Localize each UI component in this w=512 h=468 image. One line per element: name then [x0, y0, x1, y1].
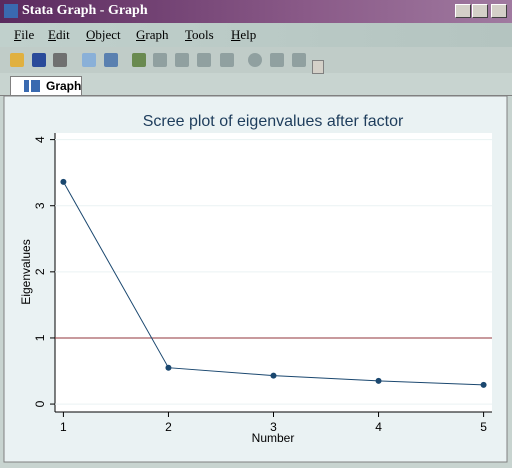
undo-icon[interactable] [197, 53, 211, 67]
record-icon[interactable] [248, 53, 262, 67]
marker [60, 178, 67, 185]
plot-region [55, 133, 492, 412]
x-tick-label: 5 [480, 420, 487, 434]
x-tick-label: 3 [270, 420, 277, 434]
marker [165, 364, 172, 371]
play-icon[interactable] [292, 53, 306, 67]
y-tick-label: 3 [33, 202, 47, 209]
x-tick-label: 2 [165, 420, 172, 434]
tool-icon[interactable] [153, 53, 167, 67]
y-tick-label: 4 [33, 136, 47, 143]
window-title: Stata Graph - Graph [22, 3, 148, 18]
toolbar-dropdown[interactable] [312, 60, 324, 74]
tab-label[interactable]: Graph [46, 79, 82, 93]
menu-bar [0, 23, 512, 47]
chart-title: Scree plot of eigenvalues after factor [143, 113, 404, 130]
pause-icon[interactable] [270, 53, 284, 67]
menu-item[interactable]: Object [86, 27, 121, 42]
y-tick-label: 2 [33, 268, 47, 275]
tool-icon[interactable] [175, 53, 189, 67]
print-icon[interactable] [53, 53, 67, 67]
menu-item[interactable]: File [14, 27, 35, 42]
y-tick-label: 1 [33, 334, 47, 341]
title-bar [0, 0, 512, 23]
maximize-button[interactable] [472, 4, 488, 18]
x-axis-title: Number [252, 431, 295, 445]
y-axis-title: Eigenvalues [19, 239, 33, 304]
editor-icon[interactable] [132, 53, 146, 67]
paste-icon[interactable] [104, 53, 118, 67]
menu-item[interactable]: Tools [185, 27, 214, 42]
x-tick-label: 1 [60, 420, 67, 434]
copy-icon[interactable] [82, 53, 96, 67]
open-icon[interactable] [10, 53, 24, 67]
tab-icon [24, 80, 40, 92]
marker [270, 372, 277, 379]
minimize-button[interactable] [455, 4, 471, 18]
save-icon[interactable] [32, 53, 46, 67]
marker [375, 377, 382, 384]
close-button[interactable] [491, 4, 507, 18]
menu-item[interactable]: Help [231, 27, 257, 42]
marker [480, 381, 487, 388]
redo-icon[interactable] [220, 53, 234, 67]
x-tick-label: 4 [375, 420, 382, 434]
menu-item[interactable]: Graph [136, 27, 169, 42]
y-tick-label: 0 [33, 400, 47, 407]
menu-item[interactable]: Edit [48, 27, 70, 42]
app-icon [4, 4, 18, 18]
